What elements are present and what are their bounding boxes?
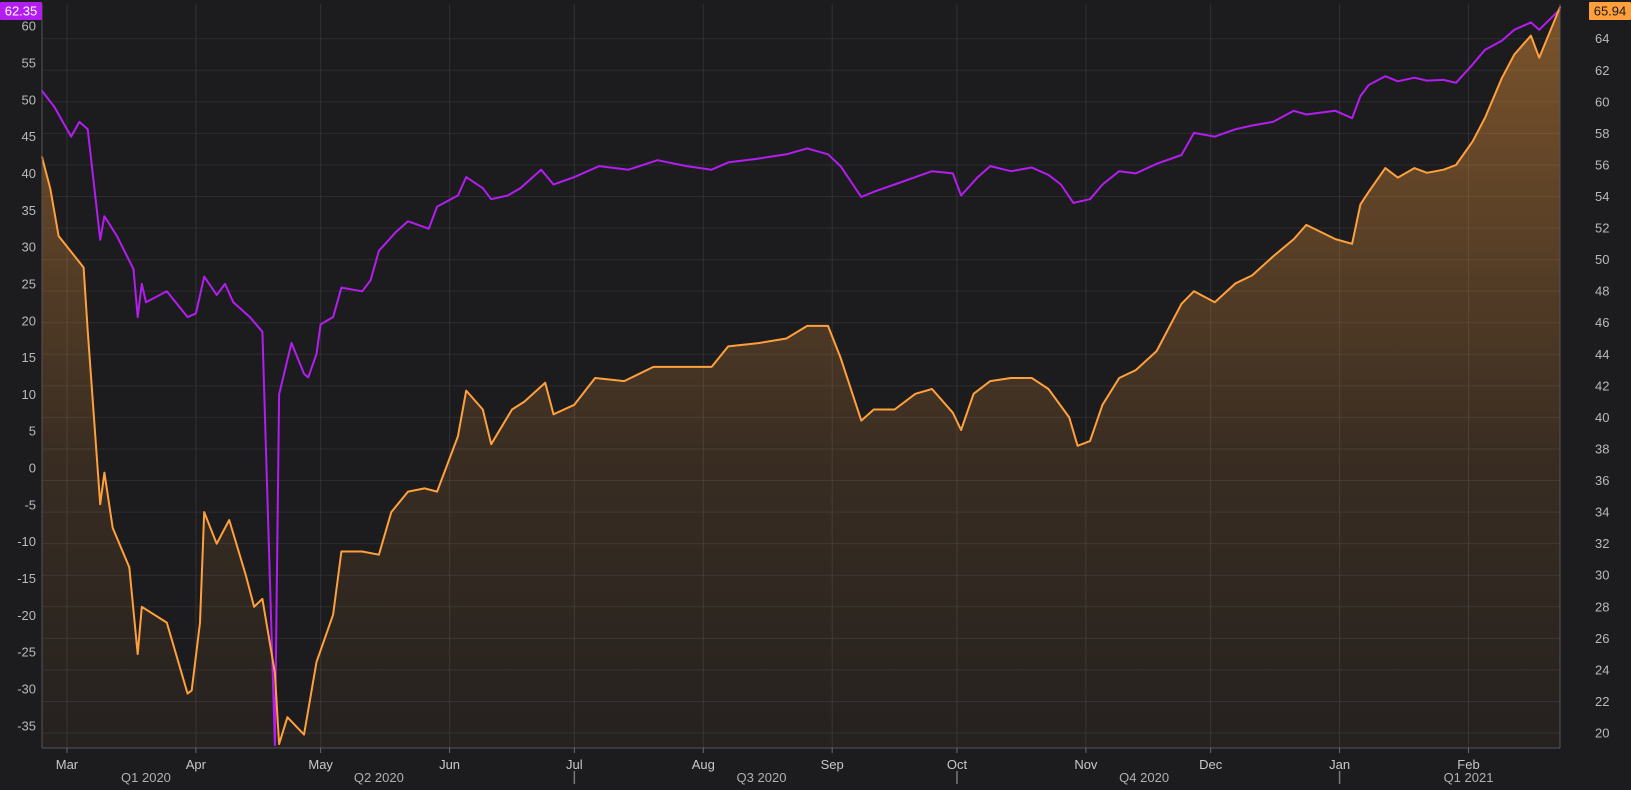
right-axis-tick-label: 58 — [1595, 126, 1609, 141]
right-axis-tick-label: 42 — [1595, 378, 1609, 393]
right-last-value-badge — [1589, 2, 1631, 20]
month-label: Dec — [1199, 757, 1223, 772]
left-axis-tick-label: 0 — [29, 461, 36, 476]
area-layer — [42, 7, 1560, 748]
right-axis-tick-label: 32 — [1595, 536, 1609, 551]
left-last-value-badge — [0, 2, 42, 20]
left-axis-tick-label: 25 — [22, 276, 36, 291]
right-axis-tick-label: 36 — [1595, 473, 1609, 488]
left-axis-tick-label: 55 — [22, 55, 36, 70]
right-series-line — [41, 6, 1561, 746]
left-axis-tick-label: -5 — [24, 497, 36, 512]
month-label: Feb — [1457, 757, 1479, 772]
right-axis-tick-label: 40 — [1595, 410, 1609, 425]
left-axis-tick-label: 60 — [22, 19, 36, 34]
left-axis-tick-label: -30 — [17, 682, 36, 697]
left-last-value-label: 62.35 — [5, 4, 38, 19]
right-axis-tick-label: 38 — [1595, 441, 1609, 456]
quarter-label: Q2 2020 — [354, 770, 404, 785]
right-axis-tick-label: 44 — [1595, 347, 1609, 362]
left-axis-tick-label: 5 — [29, 424, 36, 439]
right-axis-tick-label: 50 — [1595, 252, 1609, 267]
left-axis-tick-label: 50 — [22, 92, 36, 107]
right-axis-tick-label: 28 — [1595, 599, 1609, 614]
right-axis-tick-label: 60 — [1595, 94, 1609, 109]
right-axis-tick-label: 22 — [1595, 694, 1609, 709]
right-axis-tick-label: 52 — [1595, 221, 1609, 236]
left-axis-tick-label: 40 — [22, 166, 36, 181]
right-axis-tick-label: 24 — [1595, 662, 1609, 677]
month-label: Nov — [1074, 757, 1098, 772]
quarter-label: Q1 2020 — [121, 770, 171, 785]
month-label: Jan — [1329, 757, 1350, 772]
left-axis-tick-label: -20 — [17, 608, 36, 623]
right-axis-tick-label: 20 — [1595, 726, 1609, 741]
right-axis-tick-label: 56 — [1595, 157, 1609, 172]
month-label: Aug — [692, 757, 715, 772]
left-axis-tick-label: -35 — [17, 718, 36, 733]
left-axis-tick-label: -15 — [17, 571, 36, 586]
right-axis-tick-label: 62 — [1595, 63, 1609, 78]
right-axis-tick-label: 54 — [1595, 189, 1609, 204]
left-series-line — [41, 8, 1561, 747]
left-axis-tick-label: 30 — [22, 240, 36, 255]
month-label: Oct — [947, 757, 968, 772]
left-axis-tick-label: 15 — [22, 350, 36, 365]
line-layer — [41, 6, 1561, 747]
right-axis-tick-label: 46 — [1595, 315, 1609, 330]
left-axis-tick-label: 35 — [22, 203, 36, 218]
left-axis-tick-label: -10 — [17, 534, 36, 549]
right-axis-tick-label: 64 — [1595, 31, 1609, 46]
quarter-label: Q4 2020 — [1119, 770, 1169, 785]
left-axis-tick-label: 20 — [22, 313, 36, 328]
month-label: Mar — [56, 757, 79, 772]
month-label: Apr — [186, 757, 207, 772]
left-axis-tick-label: 45 — [22, 129, 36, 144]
right-axis-tick-label: 30 — [1595, 568, 1609, 583]
month-label: Jun — [439, 757, 460, 772]
left-axis-tick-label: 10 — [22, 387, 36, 402]
quarter-label: Q1 2021 — [1444, 770, 1494, 785]
month-label: Jul — [566, 757, 583, 772]
left-axis-tick-label: -25 — [17, 645, 36, 660]
quarter-label: Q3 2020 — [737, 770, 787, 785]
month-label: May — [308, 757, 333, 772]
right-axis-tick-label: 48 — [1595, 284, 1609, 299]
right-series-area — [42, 7, 1560, 748]
right-axis-tick-label: 26 — [1595, 631, 1609, 646]
right-last-value-label: 65.94 — [1594, 4, 1627, 19]
month-label: Sep — [821, 757, 844, 772]
right-axis-tick-label: 34 — [1595, 505, 1609, 520]
